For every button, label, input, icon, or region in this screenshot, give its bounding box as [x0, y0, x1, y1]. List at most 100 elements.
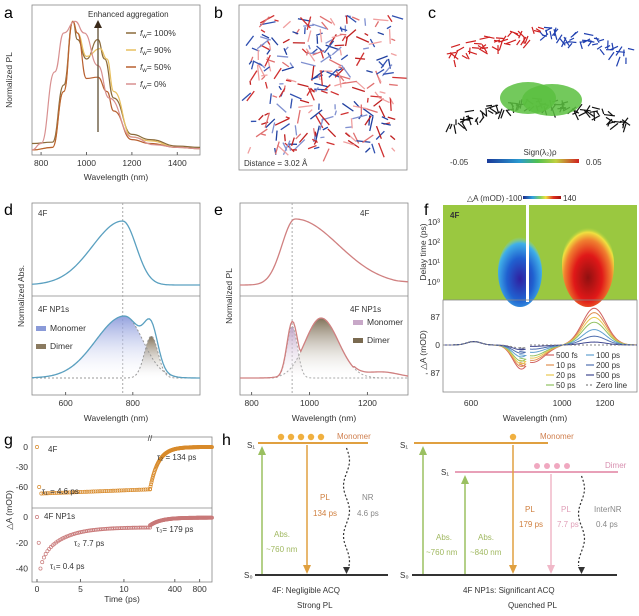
molecule-bond — [591, 114, 601, 121]
molecule-bond — [465, 40, 477, 44]
annotation-enhanced-aggregation: Enhanced aggregation — [88, 10, 169, 19]
molecule-bond — [388, 29, 391, 44]
molecule-bond — [285, 79, 292, 82]
molecule-bond — [587, 40, 593, 47]
y-tick-label: -60 — [16, 482, 29, 492]
data-point — [83, 529, 88, 534]
annotation-tau2: τ₂ = 134 ps — [157, 453, 196, 462]
molecule-bond — [453, 59, 457, 68]
y-tick-label: 10¹ — [428, 257, 440, 267]
s0-label: S₀ — [244, 571, 253, 580]
exciton-dot — [534, 463, 540, 469]
y-tick-label: 0 — [23, 512, 28, 522]
molecule-bond — [369, 116, 374, 132]
molecule-bond — [307, 144, 317, 150]
panel-label-f: f — [424, 202, 429, 219]
molecule-bond — [517, 30, 526, 39]
arrow-up-icon — [258, 446, 266, 455]
molecule-bond — [338, 73, 342, 88]
molecule-bond — [461, 122, 468, 132]
subplot-label-4f: 4F — [38, 209, 47, 218]
x-tick-label: 800 — [34, 158, 48, 168]
abs1-wavelength: ~760 nm — [426, 548, 458, 557]
molecule-bond — [375, 70, 382, 84]
molecule-bond — [264, 112, 269, 116]
molecule-bond — [297, 83, 309, 88]
molecule-bond — [389, 98, 392, 112]
molecule-bond — [305, 48, 316, 62]
nci-colorbar — [487, 159, 579, 163]
legend-swatch — [353, 320, 363, 325]
data-point — [42, 555, 46, 560]
state-label-dimer: Dimer — [605, 461, 627, 470]
molecule-bond — [608, 120, 617, 124]
y-axis-title-bottom: △A (mOD) — [418, 330, 428, 370]
data-point — [95, 489, 100, 494]
abs-wavelength: ~760 nm — [266, 545, 298, 554]
data-point — [65, 490, 70, 495]
molecule-bond — [364, 18, 367, 26]
x-tick-label: 800 — [193, 584, 207, 594]
data-point — [76, 490, 81, 495]
data-point — [210, 445, 214, 449]
exciton-dot — [554, 463, 560, 469]
data-point — [139, 487, 144, 492]
molecule-bond — [297, 18, 311, 22]
internr-label: InterNR — [594, 505, 622, 514]
molecule-bond — [373, 18, 389, 22]
molecule-bond — [608, 51, 615, 61]
plot-frame — [31, 202, 201, 396]
molecule-bond — [539, 33, 549, 41]
molecule-bond — [341, 102, 354, 112]
pl2-lifetime: 7.7 ps — [557, 520, 579, 529]
data-point — [71, 532, 76, 537]
molecule-bond — [352, 132, 360, 144]
molecule-bond — [327, 128, 337, 138]
molecule-bond — [622, 123, 627, 133]
molecule-bond — [505, 109, 512, 117]
x-tick-label: 600 — [464, 398, 478, 408]
legend-label: fw= 100% — [140, 28, 176, 40]
molecule-bond — [321, 21, 329, 31]
annotation-tau3: τ₃= 179 ps — [156, 525, 193, 534]
molecule-bond — [364, 32, 369, 36]
molecule-bond — [296, 109, 301, 124]
molecule-bond — [466, 117, 473, 121]
data-point — [63, 490, 68, 495]
nr-label: NR — [362, 493, 374, 502]
pl1-label: PL — [525, 505, 535, 514]
panel-h-energy-diagram-right: S₁ Monomer S₁ Dimer S₀ Abs. ~760 nm Abs.… — [400, 432, 627, 610]
legend-swatch — [353, 338, 363, 343]
series-line — [31, 20, 201, 151]
legend-label: 500 fs — [556, 351, 578, 360]
molecule-bond — [537, 26, 545, 30]
molecule-bond — [378, 77, 382, 83]
pl-lifetime: 134 ps — [313, 509, 337, 518]
molecule-bond — [293, 139, 306, 151]
caption-line-2: Strong PL — [297, 601, 333, 610]
data-point — [98, 489, 102, 494]
molecule-bond — [285, 116, 290, 119]
data-point — [150, 476, 155, 481]
molecule-bond — [518, 30, 523, 39]
molecule-bond — [281, 66, 294, 72]
molecule-bond — [342, 80, 357, 85]
molecule-bond — [606, 118, 613, 126]
molecule-bond — [329, 59, 342, 67]
molecule-bond — [477, 44, 484, 50]
panel-label-b: b — [214, 5, 223, 22]
caption-line-1: 4F NP1s: Significant ACQ — [463, 586, 555, 595]
molecule-bond — [278, 85, 282, 91]
molecule-bond — [599, 48, 605, 56]
data-point — [68, 533, 72, 538]
data-point — [66, 533, 71, 538]
kinetic-trace-right — [529, 329, 638, 353]
data-point — [117, 488, 122, 493]
molecule-bond — [308, 109, 313, 114]
legend-label: fw= 90% — [140, 45, 171, 57]
subplot-label-4f: 4F — [360, 209, 369, 218]
molecule-bond — [340, 64, 352, 78]
molecule-bond — [391, 147, 396, 152]
molecule-bond — [344, 132, 351, 138]
data-point — [35, 515, 39, 519]
